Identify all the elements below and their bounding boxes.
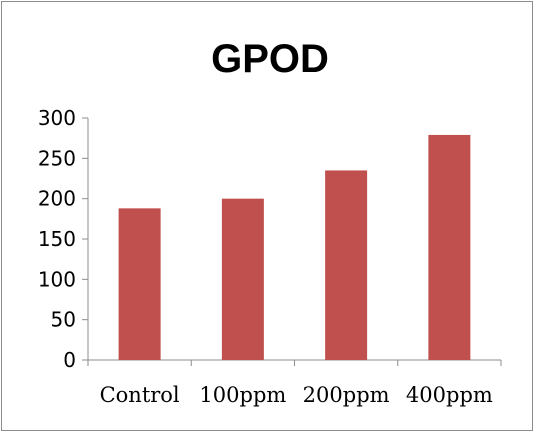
x-tick-label: 400ppm <box>406 383 493 407</box>
tick-labels: 0 50 100 150 200 250 300 Control 100ppm 200ppm 400… <box>38 106 493 407</box>
y-tick-label: 300 <box>38 106 76 130</box>
y-tick-label: 250 <box>38 146 76 170</box>
bar-100ppm <box>221 198 264 360</box>
x-tick-label: Control <box>100 383 180 407</box>
bar-200ppm <box>325 170 368 360</box>
y-tick-label: 200 <box>38 187 76 211</box>
y-tick-label: 50 <box>51 308 76 332</box>
bar-control <box>118 208 161 360</box>
bars <box>118 134 471 360</box>
x-tick-label: 100ppm <box>199 383 286 407</box>
chart-title: GPOD <box>211 37 329 81</box>
y-tick-label: 150 <box>38 227 76 251</box>
bar-400ppm <box>428 134 471 360</box>
x-tick-label: 200ppm <box>303 383 390 407</box>
y-tick-label: 100 <box>38 267 76 291</box>
y-tick-label: 0 <box>63 348 76 372</box>
